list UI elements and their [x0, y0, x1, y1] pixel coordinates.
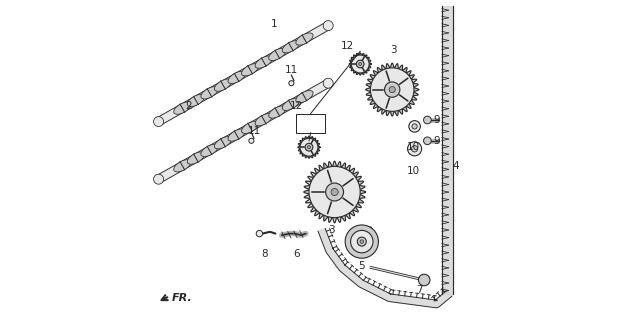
Ellipse shape [214, 79, 232, 91]
Circle shape [309, 166, 360, 218]
Circle shape [249, 138, 254, 143]
Ellipse shape [269, 106, 286, 118]
Text: 6: 6 [293, 249, 300, 260]
Text: 5: 5 [358, 260, 365, 271]
Ellipse shape [174, 102, 191, 114]
Text: 7: 7 [416, 284, 423, 295]
Circle shape [412, 124, 417, 129]
Polygon shape [349, 53, 371, 75]
Text: 11: 11 [248, 126, 261, 136]
Circle shape [409, 121, 420, 132]
Text: 2: 2 [185, 100, 192, 111]
Circle shape [423, 137, 431, 145]
Text: 12: 12 [341, 41, 354, 52]
Text: 8: 8 [261, 249, 268, 260]
Ellipse shape [282, 98, 300, 110]
Polygon shape [298, 136, 320, 158]
Circle shape [323, 20, 333, 31]
Text: 10: 10 [407, 142, 420, 152]
Circle shape [423, 116, 431, 124]
Polygon shape [318, 228, 452, 308]
Circle shape [407, 142, 421, 156]
Polygon shape [366, 63, 419, 116]
Circle shape [418, 274, 430, 286]
Ellipse shape [255, 114, 273, 126]
Circle shape [358, 62, 362, 66]
Text: 10: 10 [407, 166, 420, 176]
Ellipse shape [296, 91, 313, 103]
Circle shape [331, 188, 338, 196]
Polygon shape [156, 22, 330, 125]
Circle shape [351, 55, 369, 73]
Circle shape [326, 183, 344, 201]
Ellipse shape [282, 41, 300, 53]
Polygon shape [156, 80, 330, 183]
Text: 9: 9 [434, 115, 440, 125]
Ellipse shape [255, 56, 273, 68]
Ellipse shape [296, 33, 313, 45]
Ellipse shape [201, 144, 218, 156]
Circle shape [350, 230, 373, 253]
Circle shape [345, 225, 378, 258]
Ellipse shape [228, 129, 245, 141]
Text: 3: 3 [391, 44, 397, 55]
Circle shape [289, 81, 294, 86]
Circle shape [256, 230, 263, 237]
Ellipse shape [174, 160, 191, 172]
Text: 3: 3 [328, 225, 335, 236]
Circle shape [154, 116, 164, 127]
Circle shape [308, 146, 310, 149]
Circle shape [154, 174, 164, 184]
Ellipse shape [242, 64, 259, 76]
Circle shape [384, 82, 400, 97]
Circle shape [370, 68, 414, 111]
Ellipse shape [269, 48, 286, 60]
Circle shape [357, 60, 364, 68]
Text: 9: 9 [434, 136, 440, 146]
Polygon shape [303, 161, 365, 223]
Circle shape [360, 240, 363, 244]
Ellipse shape [201, 87, 218, 99]
Ellipse shape [187, 152, 205, 164]
Circle shape [300, 138, 318, 156]
Text: 4: 4 [452, 161, 459, 172]
Circle shape [357, 237, 366, 246]
Polygon shape [352, 227, 371, 253]
Polygon shape [442, 6, 453, 294]
Circle shape [305, 143, 313, 151]
Circle shape [323, 78, 333, 88]
Text: 11: 11 [285, 65, 298, 76]
Ellipse shape [242, 121, 259, 133]
Text: FR.: FR. [172, 292, 193, 303]
Text: 12: 12 [290, 100, 303, 111]
Circle shape [412, 146, 418, 152]
Text: 1: 1 [271, 19, 277, 29]
Ellipse shape [187, 94, 205, 107]
Ellipse shape [228, 71, 245, 84]
Circle shape [389, 86, 396, 93]
Bar [296, 114, 325, 133]
Ellipse shape [214, 137, 232, 149]
